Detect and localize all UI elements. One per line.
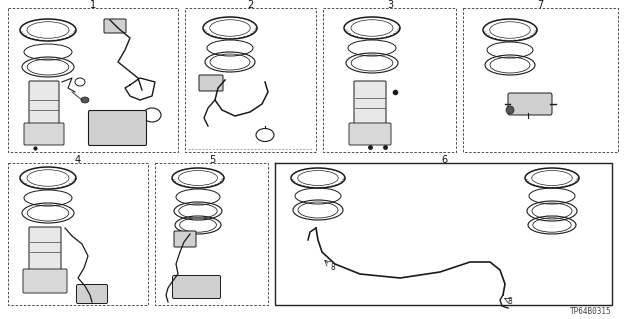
Ellipse shape <box>81 97 89 103</box>
FancyBboxPatch shape <box>29 81 59 125</box>
Ellipse shape <box>506 106 514 114</box>
Text: 7: 7 <box>537 0 543 10</box>
FancyBboxPatch shape <box>104 19 126 33</box>
FancyBboxPatch shape <box>349 123 391 145</box>
FancyBboxPatch shape <box>199 75 223 91</box>
Text: 8: 8 <box>331 263 335 272</box>
FancyBboxPatch shape <box>174 231 196 247</box>
Text: 1: 1 <box>90 0 96 10</box>
Text: 5: 5 <box>209 155 215 165</box>
FancyBboxPatch shape <box>24 123 64 145</box>
Text: 6: 6 <box>441 155 447 165</box>
Text: 2: 2 <box>247 0 253 10</box>
Text: 3: 3 <box>387 0 393 10</box>
FancyBboxPatch shape <box>354 81 386 125</box>
FancyBboxPatch shape <box>173 276 221 299</box>
FancyBboxPatch shape <box>77 285 108 303</box>
FancyBboxPatch shape <box>23 269 67 293</box>
Text: 8: 8 <box>508 298 513 307</box>
FancyBboxPatch shape <box>29 227 61 271</box>
Text: 4: 4 <box>75 155 81 165</box>
Text: TP64B0315: TP64B0315 <box>570 308 612 316</box>
FancyBboxPatch shape <box>88 110 147 145</box>
FancyBboxPatch shape <box>508 93 552 115</box>
